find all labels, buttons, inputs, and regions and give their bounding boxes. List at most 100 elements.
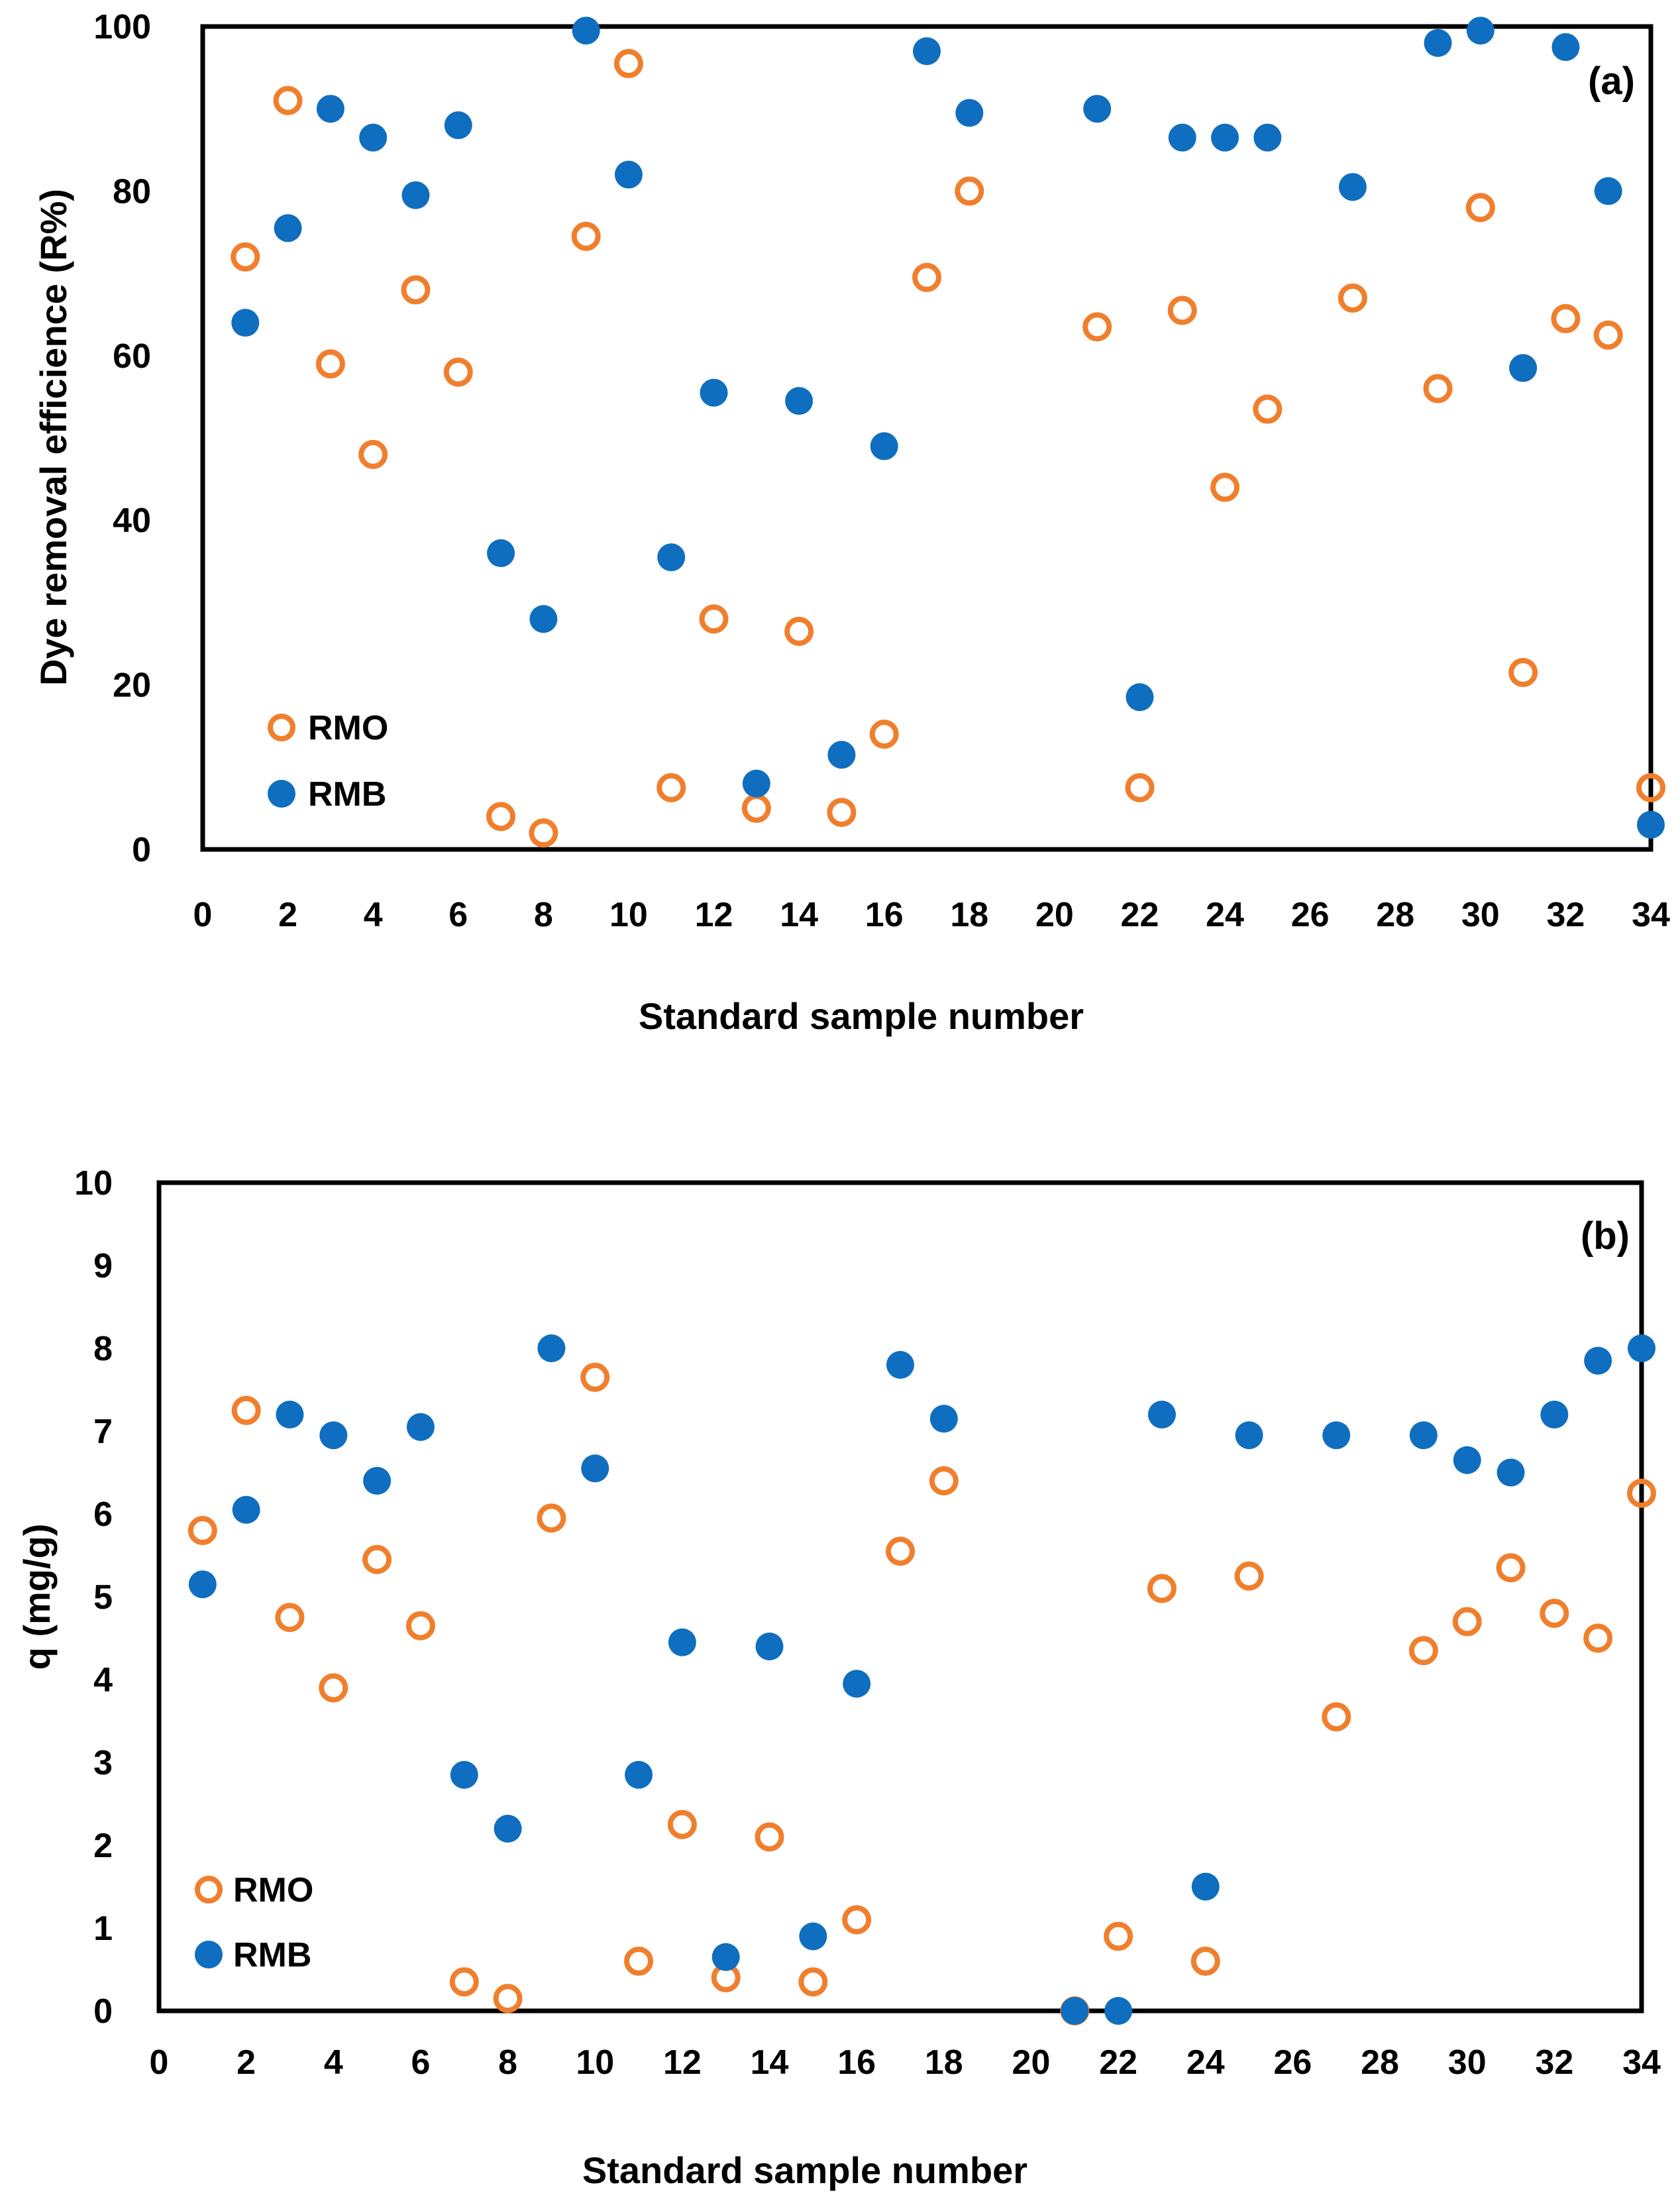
rmo-point xyxy=(741,793,771,823)
chart-panel-a: 0 2 4 6 8 10 12 14 16 18 20 22 24 26 28 30 32 34020406080… xyxy=(32,8,1670,1037)
rmo-point xyxy=(912,262,941,292)
rmo-point xyxy=(187,1516,217,1545)
rmb-point xyxy=(316,95,344,123)
rmb-point xyxy=(668,1628,696,1656)
rmo-point xyxy=(319,1673,348,1703)
rmb-point xyxy=(1104,1997,1133,2025)
rmo-point xyxy=(842,1905,872,1935)
y-tick-label: 20 xyxy=(113,667,151,705)
x-tick-label: 16 xyxy=(865,896,904,934)
rmo-point xyxy=(1147,1574,1177,1603)
rmb-point xyxy=(1322,1421,1351,1450)
legend-b: RMO RMB xyxy=(195,1871,313,1974)
rmo-point xyxy=(449,1967,479,1997)
x-tick-label: 34 xyxy=(1632,896,1670,934)
rmo-point xyxy=(1125,773,1155,802)
rmo-point xyxy=(1508,657,1538,687)
x-tick-label: 18 xyxy=(950,896,988,934)
plot-frame-a xyxy=(200,24,1654,852)
rmb-point xyxy=(625,1760,653,1789)
rmo-point xyxy=(362,1544,392,1574)
rmb-point xyxy=(929,1405,958,1433)
rmb-point xyxy=(1551,33,1580,62)
rmb-point xyxy=(401,181,430,209)
rmo-point xyxy=(667,1809,697,1839)
y-tick-label: 100 xyxy=(93,8,151,46)
rmo-point xyxy=(929,1466,959,1495)
x-tick-label: 14 xyxy=(780,896,818,934)
y-tick-label: 3 xyxy=(93,1744,113,1782)
rmb-point xyxy=(913,37,941,66)
rmo-point xyxy=(358,439,388,469)
x-tick-label: 24 xyxy=(1206,896,1244,934)
y-tick-label: 2 xyxy=(93,1827,113,1865)
x-axis-title-a: Standard sample number xyxy=(639,995,1084,1037)
rmo-point xyxy=(1583,1623,1613,1653)
y-tick-label: 0 xyxy=(93,1992,113,2031)
rmb-point xyxy=(1147,1401,1176,1428)
rmo-point xyxy=(315,349,345,379)
rmb-point xyxy=(1126,683,1154,712)
rmb-point xyxy=(955,99,984,127)
x-tick-label: 20 xyxy=(1035,896,1074,934)
x-tick-label: 18 xyxy=(925,2043,963,2082)
panel-label-a: (a) xyxy=(1588,60,1635,103)
rmo-point xyxy=(827,798,857,828)
rmb-point xyxy=(827,741,856,769)
x-tick-label: 8 xyxy=(534,896,553,934)
x-tick-label: 16 xyxy=(837,2043,876,2082)
rmb-point xyxy=(886,1351,914,1379)
x-tick-label: 28 xyxy=(1361,2043,1399,2082)
rmb-point xyxy=(799,1922,827,1951)
rmo-point xyxy=(798,1967,828,1997)
panel-label-b: (b) xyxy=(1581,1214,1630,1258)
chart-panel-b: 0 2 4 6 8 10 12 14 16 18 20 22 24 26 28 30 32 34012345678… xyxy=(16,1164,1661,2191)
x-tick-label: 28 xyxy=(1376,896,1414,934)
rmb-point xyxy=(742,769,770,798)
rmo-point xyxy=(1465,193,1495,223)
rmo-point xyxy=(231,1395,261,1425)
x-tick-label: 6 xyxy=(411,2043,430,2082)
x-tick-label: 8 xyxy=(498,2043,517,2082)
x-tick-label: 34 xyxy=(1622,2043,1661,2082)
rmb-point xyxy=(870,432,898,460)
y-tick-label: 8 xyxy=(93,1330,113,1368)
rmo-point xyxy=(580,1362,610,1392)
rmb-point xyxy=(1168,123,1196,152)
rmo-point xyxy=(755,1822,784,1852)
rmo-point xyxy=(1234,1561,1264,1591)
x-tick-label: 24 xyxy=(1186,2043,1225,2082)
rmo-point xyxy=(1104,1921,1133,1951)
y-tick-label: 5 xyxy=(93,1578,113,1617)
rmo-point xyxy=(869,720,899,749)
rmb-point xyxy=(572,17,600,45)
rmb-point xyxy=(188,1570,217,1599)
rmb-point xyxy=(494,1815,522,1843)
y-tick-label: 9 xyxy=(93,1247,113,1285)
rmo-point xyxy=(1210,472,1240,502)
x-tick-label: 20 xyxy=(1012,2043,1051,2082)
rmo-point xyxy=(1593,320,1623,350)
rmb-point xyxy=(755,1633,784,1660)
y-tick-label: 4 xyxy=(93,1661,113,1699)
rmb-point xyxy=(843,1670,871,1698)
rmb-point xyxy=(657,543,686,572)
x-tick-label: 32 xyxy=(1546,896,1585,934)
y-tick-label: 6 xyxy=(93,1495,113,1534)
x-tick-label: 4 xyxy=(324,2043,343,2082)
rmb-point xyxy=(785,387,814,415)
y-tick-label: 60 xyxy=(113,337,151,376)
x-tick-label: 30 xyxy=(1461,896,1500,934)
legend-rmb-marker-a xyxy=(268,780,295,808)
y-tick-label: 1 xyxy=(93,1909,113,1948)
rmo-point xyxy=(405,1611,435,1640)
x-tick-label: 26 xyxy=(1291,896,1330,934)
rmb-point xyxy=(700,378,728,407)
rmb-point xyxy=(1424,28,1452,57)
rmb-point xyxy=(1083,95,1112,123)
legend-rmb-marker-b xyxy=(195,1941,223,1968)
rmo-point xyxy=(1636,773,1665,802)
rmb-point xyxy=(1235,1421,1263,1450)
rmb-point xyxy=(1338,173,1367,201)
rmo-point xyxy=(1338,283,1367,313)
